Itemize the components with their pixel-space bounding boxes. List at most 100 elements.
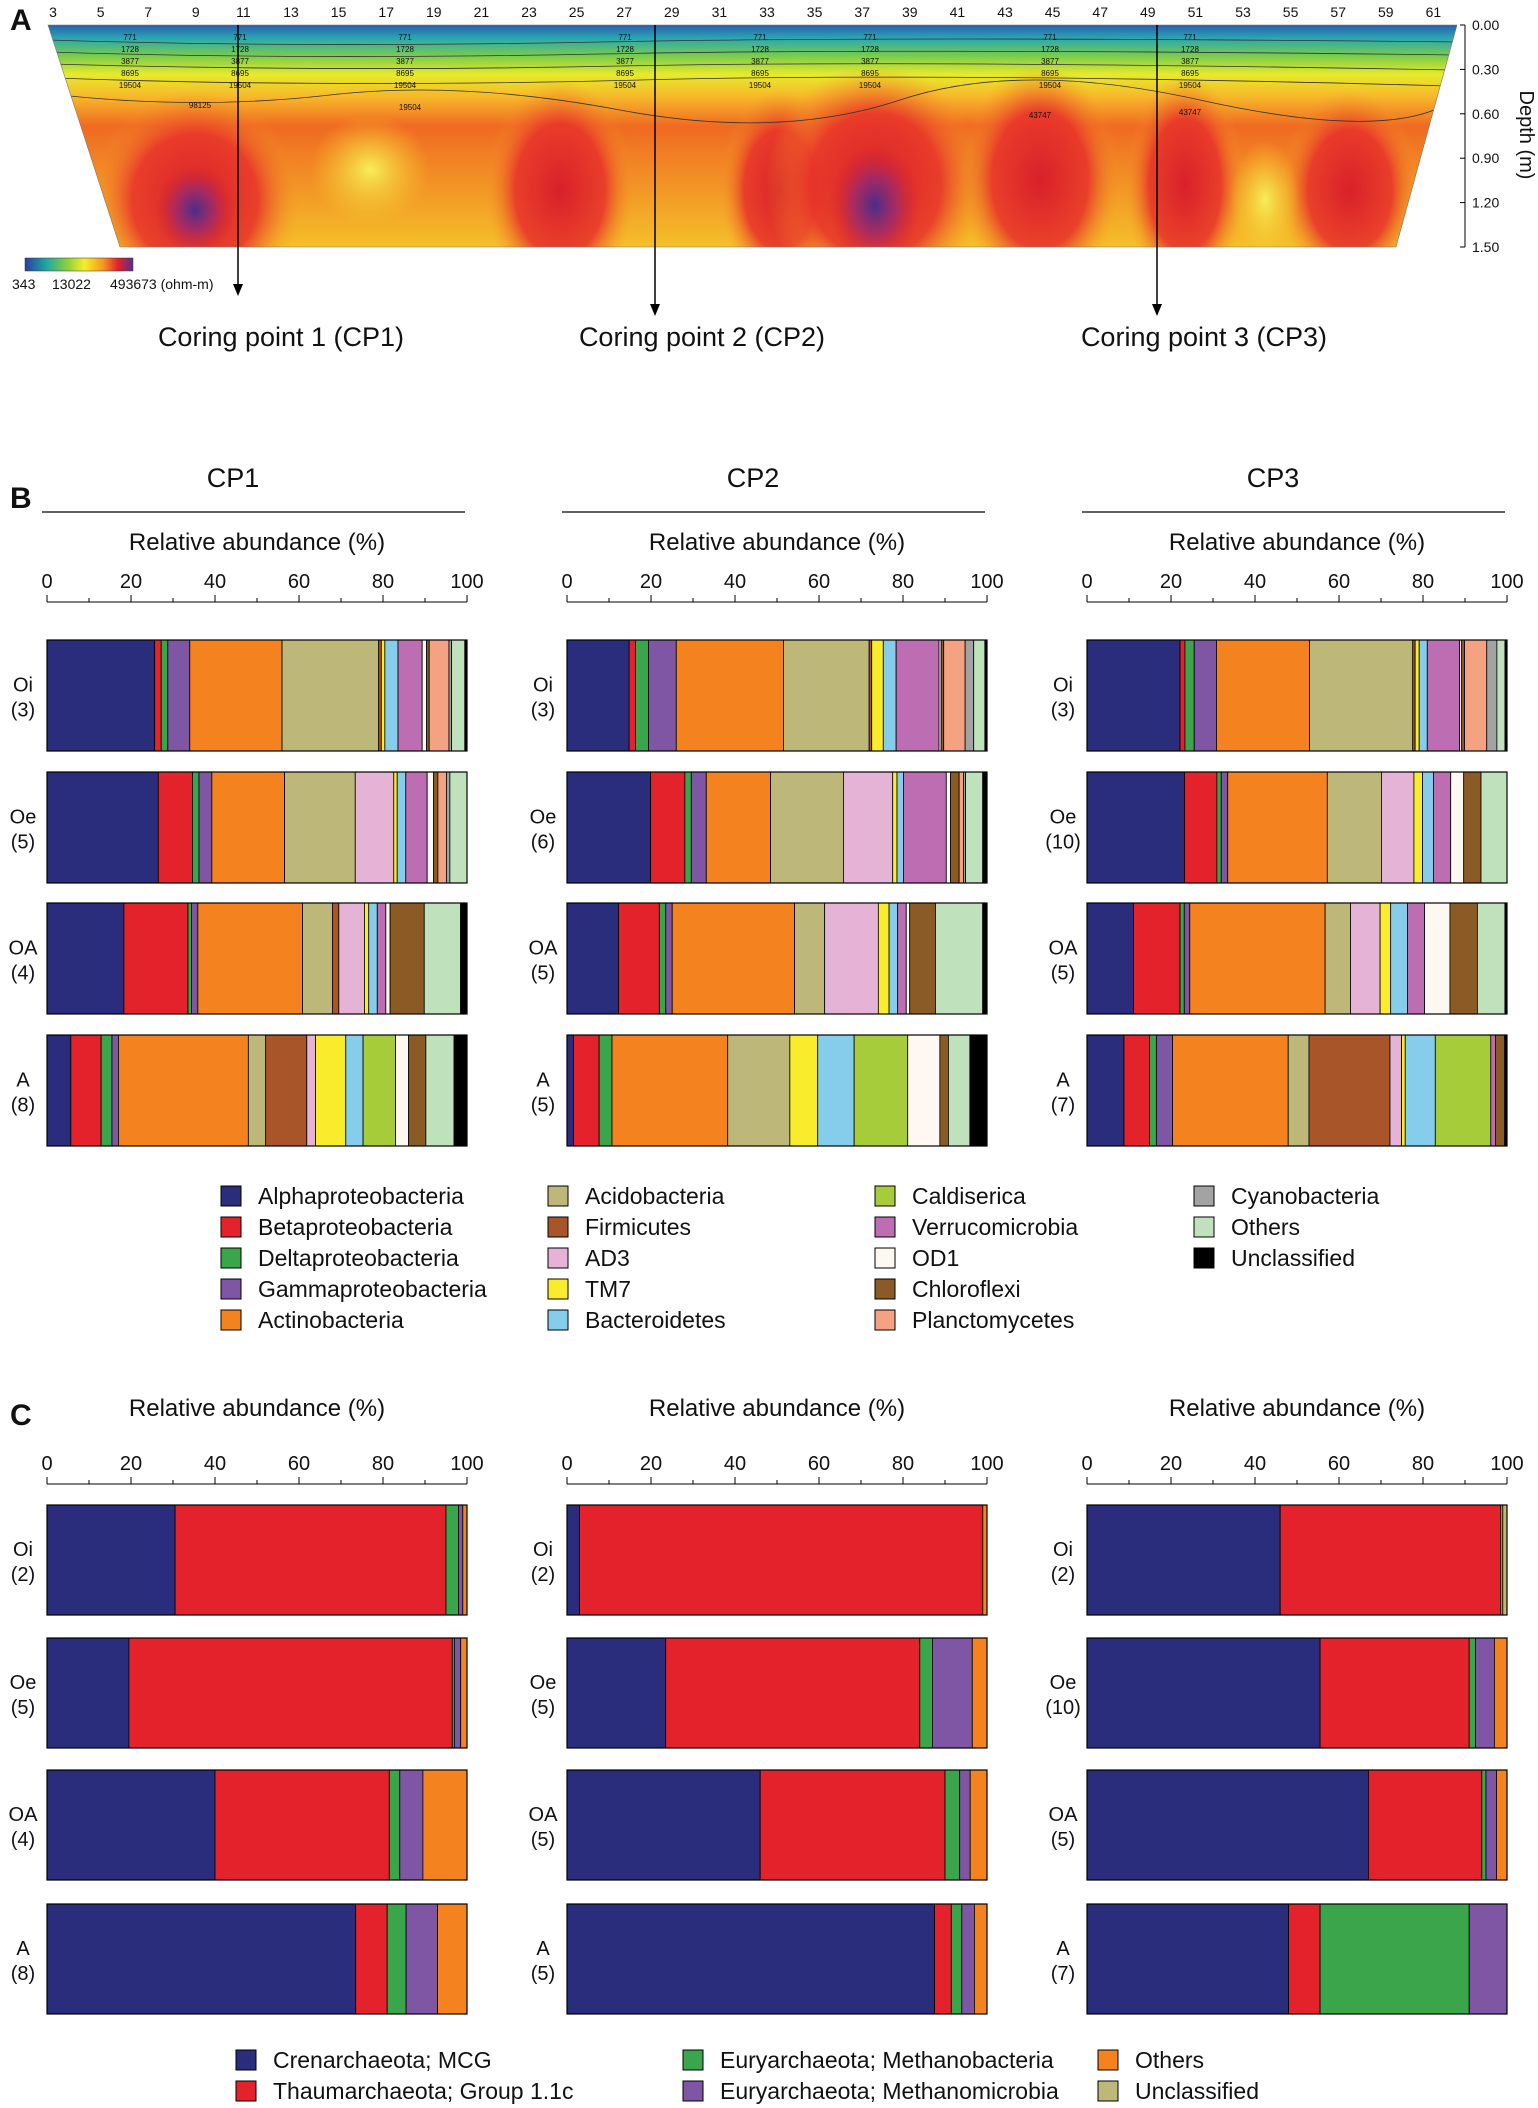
bar-segment-gammaproteobacteria	[690, 771, 707, 884]
bar-outline	[1086, 1637, 1508, 1749]
bar-segment-gammaproteobacteria	[167, 639, 191, 752]
bar-segment-unclassified	[1502, 1504, 1508, 1616]
electrode-tick-27: 27	[616, 4, 632, 20]
legend-swatch-actinobacteria	[220, 1309, 242, 1331]
bar-segment-firmicutes	[265, 1034, 308, 1147]
bar-segment-tm7	[789, 1034, 819, 1147]
bar-segment-alphaproteobacteria	[1086, 639, 1181, 752]
x-tick-label-100: 100	[1490, 1453, 1523, 1475]
electrode-tick-11: 11	[236, 4, 251, 20]
bar-segment-crenarchaeota-mcg	[1086, 1903, 1290, 2015]
bar-segment-gammaproteobacteria	[111, 1034, 119, 1147]
bar-segment-others	[423, 902, 461, 1015]
x-tick-label-40: 40	[204, 1453, 226, 1475]
bar-segment-crenarchaeota-mcg	[46, 1504, 176, 1616]
x-tick-label-20: 20	[640, 1453, 662, 1475]
sample-count: (5)	[1051, 1829, 1075, 1851]
legend-label-bacteroidetes: Bacteroidetes	[585, 1307, 726, 1333]
contour-label: 19504	[859, 81, 882, 90]
bar-segment-others	[982, 1504, 988, 1616]
legend-swatch-caldiserica	[874, 1185, 896, 1207]
electrode-tick-7: 7	[144, 4, 152, 20]
bar-segment-crenarchaeota-mcg	[566, 1504, 581, 1616]
panel-b-letter: B	[10, 482, 32, 515]
x-tick-label-40: 40	[724, 1453, 746, 1475]
depth-tick-0.00: 0.00	[1472, 17, 1499, 33]
bar-segment-others	[1480, 771, 1508, 884]
axis-label: Relative abundance (%)	[649, 1395, 905, 1422]
bar-segment-unclassified	[460, 902, 468, 1015]
bar-segment-tm7	[1413, 771, 1423, 884]
contour-label: 771	[123, 33, 137, 42]
horizon-label-oe: Oe	[10, 1672, 37, 1694]
electrode-tick-49: 49	[1140, 4, 1156, 20]
bar-segment-tm7	[1414, 639, 1420, 752]
horizon-label-oe: Oe	[1050, 807, 1077, 829]
x-tick-label-100: 100	[970, 571, 1003, 593]
bar-segment-betaproteobacteria	[628, 639, 636, 752]
legend-label-tm7: TM7	[585, 1276, 631, 1302]
bar-segment-gammaproteobacteria	[1155, 1034, 1173, 1147]
sample-count: (5)	[531, 1095, 555, 1117]
bar-segment-euryarchaeota-methanomicrobia	[961, 1903, 975, 2015]
sample-count: (2)	[11, 1564, 35, 1586]
bar-segment-crenarchaeota-mcg	[46, 1637, 130, 1749]
bacteria-legend: Alphaproteobacteria Betaproteobacteria Del…	[220, 1183, 1380, 1333]
electrode-tick-15: 15	[331, 4, 347, 20]
bar-segment-others	[451, 639, 466, 752]
x-tick-label-80: 80	[372, 1453, 394, 1475]
legend-label-betaproteobacteria: Betaproteobacteria	[258, 1214, 453, 1240]
legend-label-others: Others	[1231, 1214, 1300, 1240]
bar-segment-euryarchaeota-methanobacteria	[919, 1637, 933, 1749]
bar-segment-actinobacteria	[197, 902, 303, 1015]
depth-axis: 0.00 0.30 0.60 0.90 1.20 1.50	[1460, 17, 1499, 255]
legend-label-unclassified: Unclassified	[1231, 1245, 1355, 1271]
bar-segment-alphaproteobacteria	[46, 639, 156, 752]
bar-outline	[46, 1034, 468, 1147]
legend-label-cyanobacteria: Cyanobacteria	[1231, 1183, 1380, 1209]
contour-label: 19504	[749, 81, 772, 90]
sample-count: (7)	[1051, 1095, 1075, 1117]
bar-segment-crenarchaeota-mcg	[566, 1903, 935, 2015]
x-tick-label-20: 20	[1160, 1453, 1182, 1475]
bar-segment-bacteroidetes	[345, 1034, 364, 1147]
contour-label: 1728	[396, 45, 414, 54]
sample-count: (5)	[531, 963, 555, 985]
sample-count: (2)	[531, 1564, 555, 1586]
bar-segment-alphaproteobacteria	[566, 771, 651, 884]
sample-count: (10)	[1045, 832, 1081, 854]
bar-segment-betaproteobacteria	[573, 1034, 600, 1147]
bar-segment-euryarchaeota-methanomicrobia	[1475, 1637, 1495, 1749]
bar-segment-deltaproteobacteria	[1179, 902, 1185, 1015]
bar-segment-deltaproteobacteria	[658, 902, 667, 1015]
bar-segment-od1	[905, 902, 911, 1015]
contour-label: 771	[233, 33, 247, 42]
sample-count: (3)	[1051, 700, 1075, 722]
contour-label: 771	[398, 33, 412, 42]
bar-segment-others	[1476, 902, 1506, 1015]
bar-segment-thaumarchaeota-group-1-1c	[128, 1637, 453, 1749]
x-tick-label-60: 60	[288, 571, 310, 593]
bar-segment-tm7	[877, 902, 890, 1015]
bar-outline	[566, 1769, 988, 1881]
bar-segment-verrucomicrobia	[1432, 771, 1452, 884]
horizon-label-oa: OA	[1049, 938, 1079, 960]
colorbar-max: 493673 (ohm-m)	[110, 276, 214, 292]
horizon-label-oi: Oi	[13, 675, 33, 697]
x-tick-label-20: 20	[640, 571, 662, 593]
bar-segment-verrucomicrobia	[897, 902, 907, 1015]
bar-segment-actinobacteria	[611, 1034, 729, 1147]
contour-label: 19504	[1039, 81, 1062, 90]
cp3-group: Relative abundance (%) 0 20 40 60 80 100 Oi (2) O…	[1045, 1395, 1524, 2015]
contour-label: 1728	[1041, 45, 1059, 54]
bar-segment-deltaproteobacteria	[1184, 639, 1195, 752]
bar-segment-alphaproteobacteria	[1086, 771, 1185, 884]
bar-segment-tm7	[393, 771, 398, 884]
bar-segment-od1	[426, 771, 435, 884]
bar-segment-ad3	[843, 771, 894, 884]
legend-swatch-others	[1097, 2049, 1119, 2071]
bar-segment-planctomycetes	[958, 771, 964, 884]
bar-segment-od1	[945, 771, 951, 884]
electrode-tick-57: 57	[1330, 4, 1346, 20]
legend-label-chloroflexi: Chloroflexi	[912, 1276, 1021, 1302]
